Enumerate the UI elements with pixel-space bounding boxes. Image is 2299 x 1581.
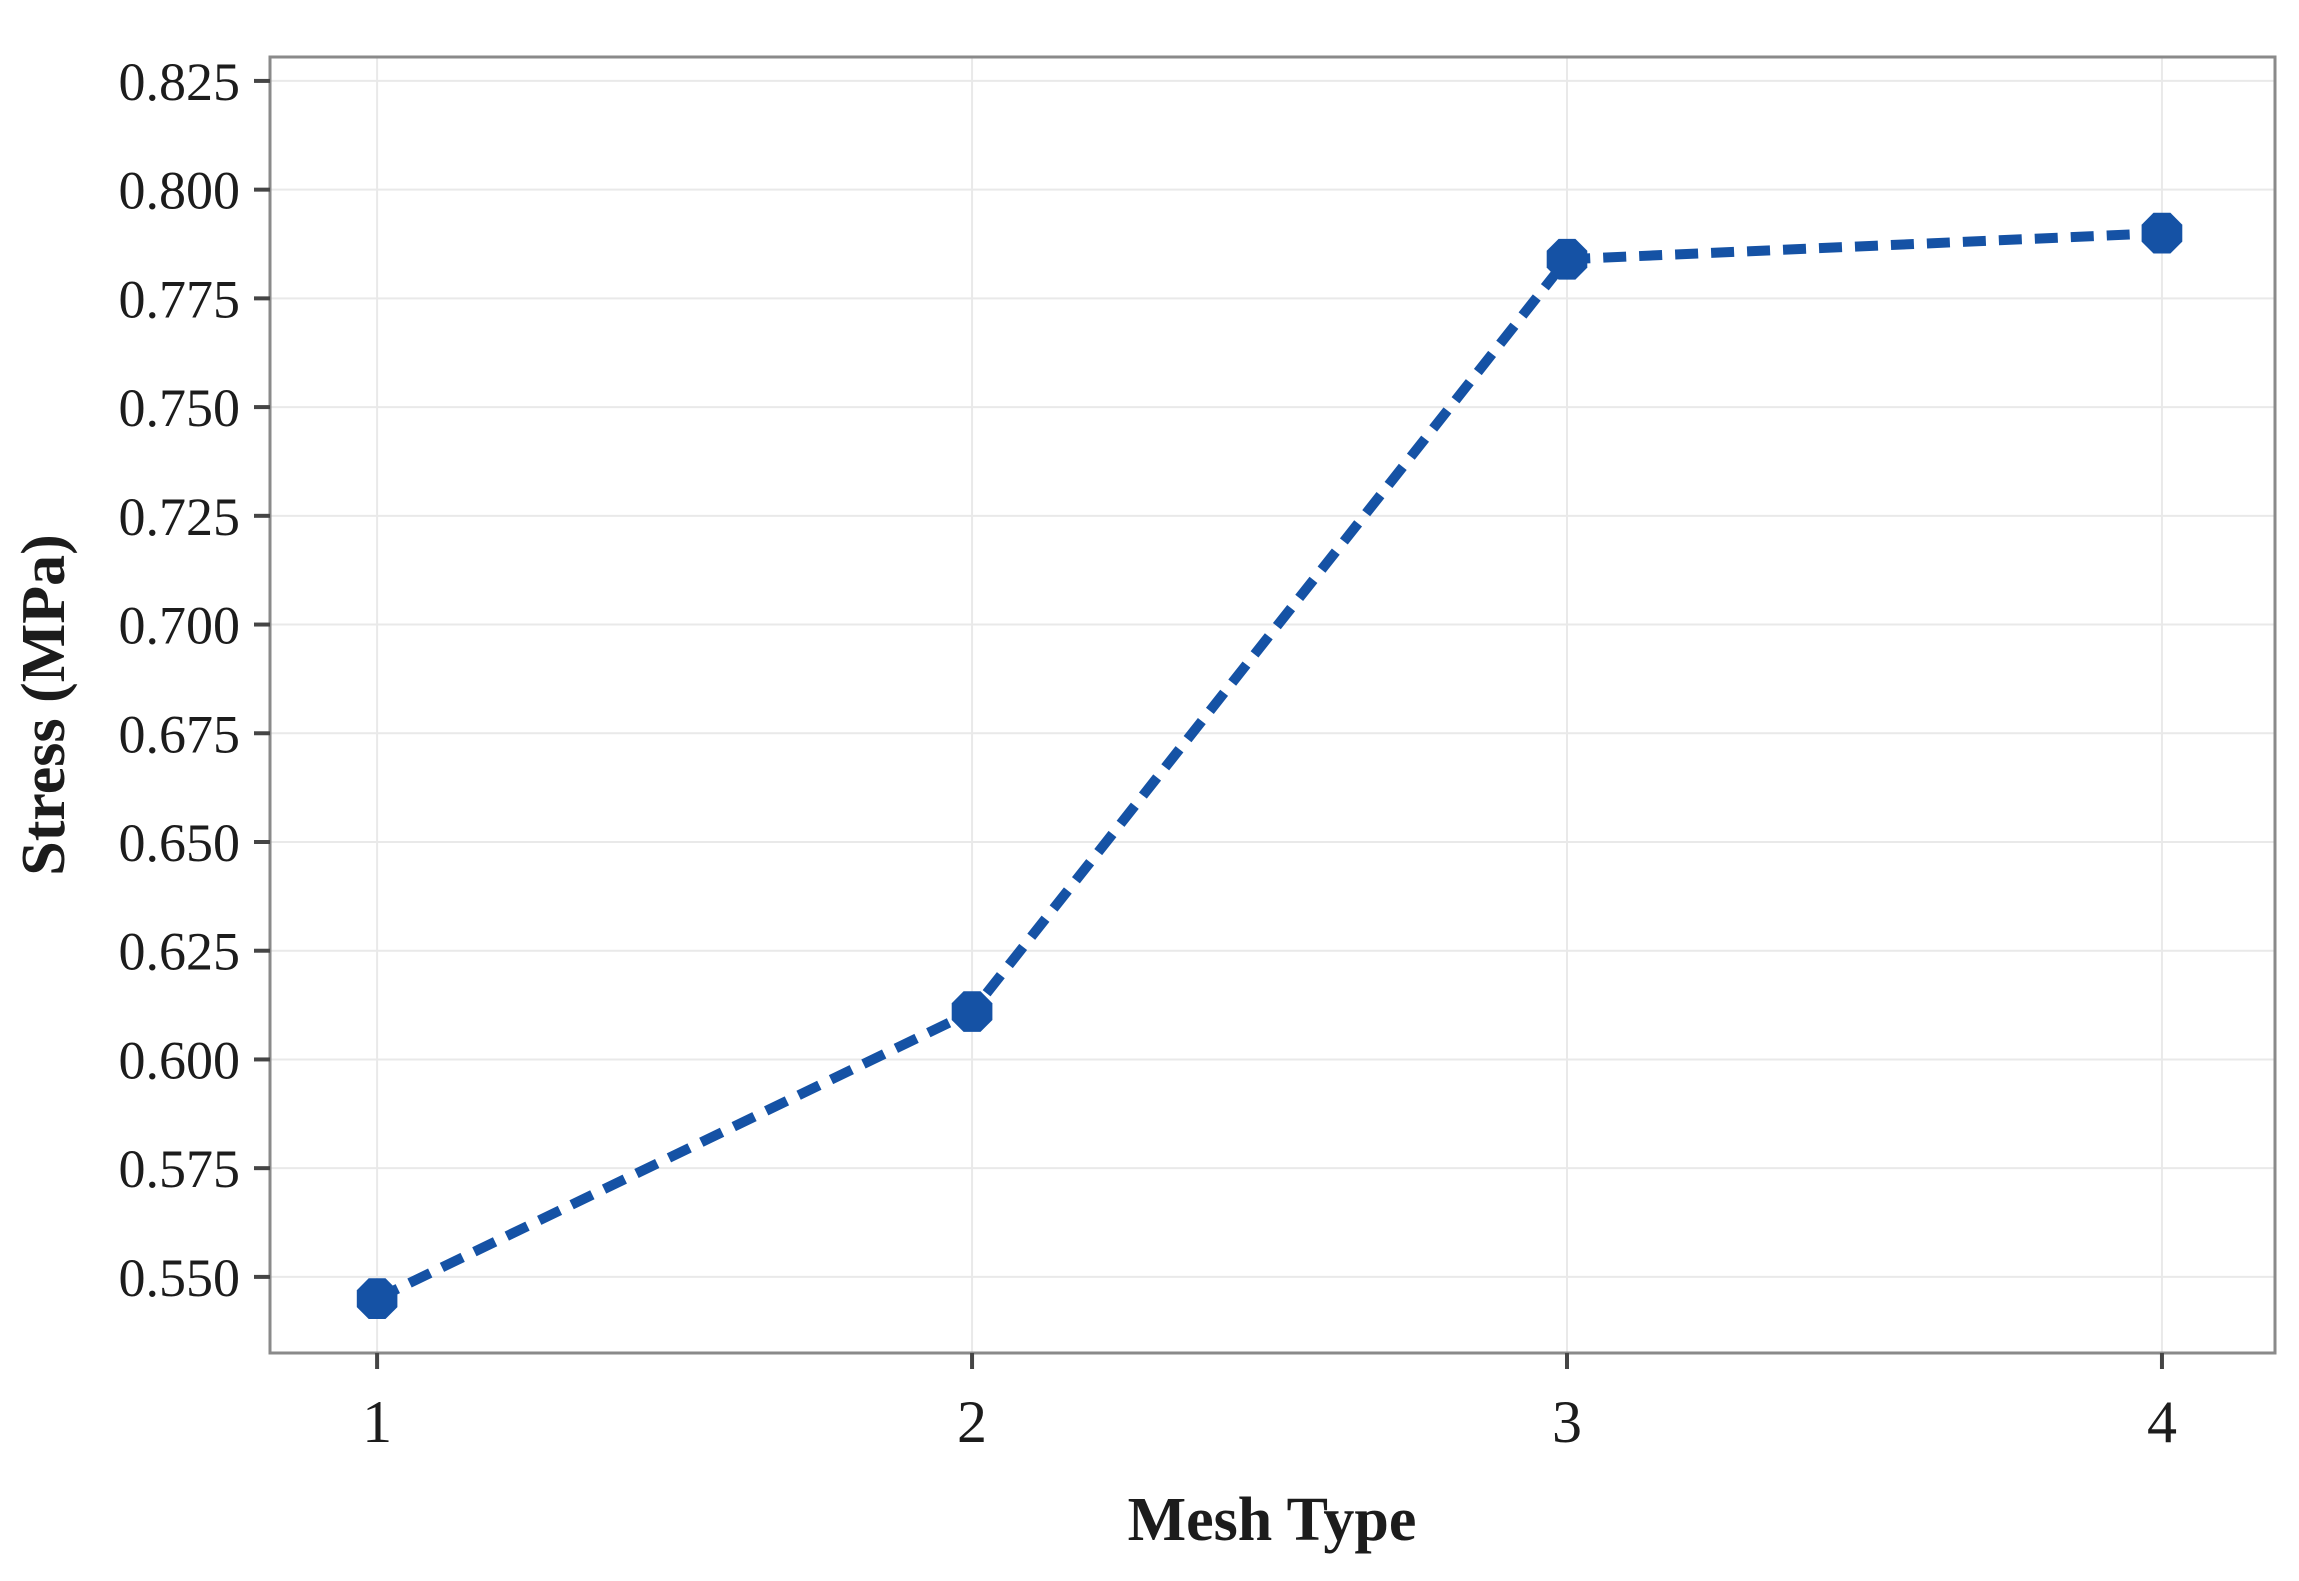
x-axis-title: Mesh Type — [1128, 1486, 1417, 1554]
data-point-marker — [356, 1278, 398, 1319]
y-tick-label: 0.625 — [119, 922, 241, 982]
plot-border — [268, 55, 2277, 1355]
data-point-marker — [1546, 238, 1588, 280]
data-point-marker — [951, 991, 993, 1032]
tick-label-layer: 0.550 0.575 0.600 0.625 0.650 0.675 0.700 0.725… — [119, 52, 2177, 1455]
y-tick-label: 0.550 — [119, 1248, 241, 1308]
y-axis-title: Stress (MPa) — [10, 534, 78, 875]
y-tick-label: 0.800 — [119, 161, 241, 221]
x-tick-label: 4 — [2147, 1389, 2177, 1455]
y-tick-label: 0.600 — [119, 1030, 241, 1090]
x-tick-label: 1 — [362, 1389, 392, 1455]
y-tick-label: 0.825 — [119, 52, 241, 112]
y-tick-label: 0.675 — [119, 704, 241, 764]
y-tick-label: 0.575 — [119, 1139, 241, 1199]
series-line — [374, 228, 2163, 1304]
y-tick-label: 0.700 — [119, 596, 241, 656]
grid-layer — [270, 57, 2275, 1353]
data-point-marker — [2141, 212, 2183, 254]
x-tick-label: 2 — [957, 1389, 987, 1455]
y-tick-label: 0.750 — [119, 378, 241, 438]
tick-layer — [254, 78, 2164, 1369]
y-tick-label: 0.650 — [119, 813, 241, 873]
plot-border-layer — [268, 55, 2277, 1355]
y-tick-label: 0.725 — [119, 487, 241, 547]
series-layer — [356, 212, 2183, 1319]
x-tick-label: 3 — [1552, 1389, 1582, 1455]
y-tick-label: 0.775 — [119, 269, 241, 329]
